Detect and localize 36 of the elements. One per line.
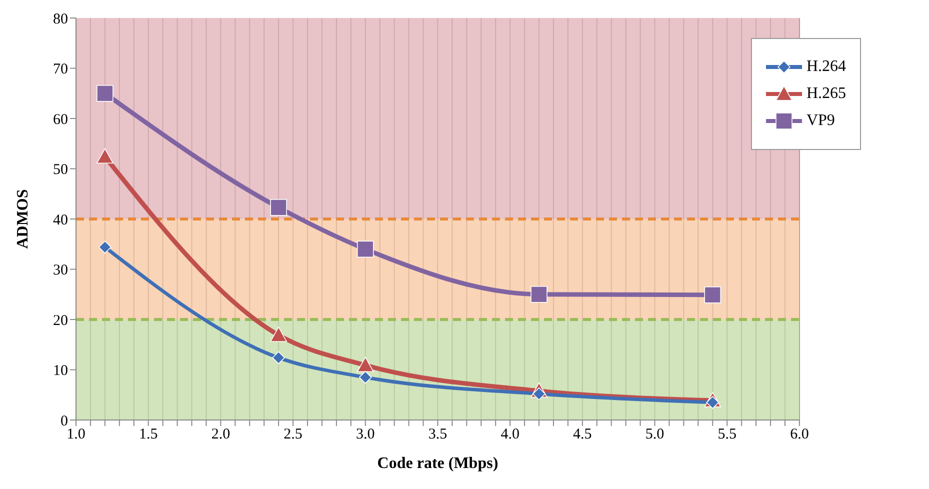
x-tick-label: 4.0 xyxy=(500,426,520,443)
y-axis-title: ADMOS xyxy=(14,189,32,249)
x-tick-label: 1.0 xyxy=(66,426,86,443)
point xyxy=(358,370,372,384)
point xyxy=(530,286,548,303)
point xyxy=(704,286,722,304)
y-tick-label: 40 xyxy=(53,212,68,228)
x-tick-label: 5.0 xyxy=(645,426,664,443)
point xyxy=(270,326,287,342)
x-tick-label: 2.0 xyxy=(211,426,230,443)
x-tick-label: 3.5 xyxy=(428,426,448,443)
x-tick-label: 4.5 xyxy=(573,426,592,443)
y-tick-label: 0 xyxy=(60,413,68,430)
y-tick-label: 80 xyxy=(53,11,68,28)
point xyxy=(272,351,285,364)
legend-label: H.265 xyxy=(806,85,846,103)
x-tick-label: 3.0 xyxy=(356,426,375,443)
point xyxy=(98,240,112,254)
y-tick-label: 60 xyxy=(53,112,68,128)
x-tick-label: 5.5 xyxy=(718,426,736,443)
point xyxy=(96,148,114,164)
x-tick-label: 2.5 xyxy=(284,426,302,443)
legend-label: H.264 xyxy=(806,58,846,76)
point xyxy=(356,356,374,372)
x-axis-title: Code rate (Mbps) xyxy=(377,455,498,472)
y-tick-label: 10 xyxy=(53,363,68,380)
point xyxy=(356,240,374,258)
y-tick-label: 70 xyxy=(53,62,68,78)
y-tick-label: 20 xyxy=(53,312,68,329)
point xyxy=(270,199,287,216)
point xyxy=(96,84,114,102)
legend-label: VP9 xyxy=(806,112,835,130)
x-tick-label: 6.0 xyxy=(790,426,809,443)
x-tick-label: 1.5 xyxy=(138,426,158,443)
y-tick-label: 50 xyxy=(53,162,68,178)
y-tick-label: 30 xyxy=(53,262,68,279)
